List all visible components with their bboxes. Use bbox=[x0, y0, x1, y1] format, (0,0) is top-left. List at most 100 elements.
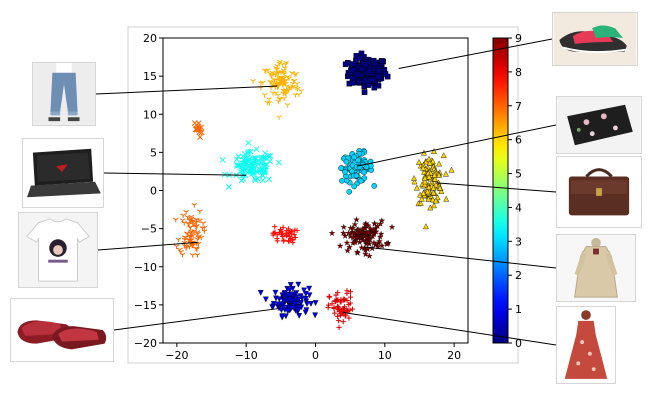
data-point bbox=[246, 156, 253, 163]
data-point bbox=[351, 239, 359, 246]
data-point bbox=[426, 159, 433, 166]
data-point bbox=[292, 234, 298, 241]
data-point bbox=[200, 221, 207, 226]
data-point bbox=[291, 305, 297, 312]
data-point bbox=[308, 301, 314, 307]
data-point bbox=[347, 294, 354, 300]
data-point bbox=[262, 150, 268, 157]
data-point bbox=[259, 172, 266, 179]
cluster-5 bbox=[250, 59, 305, 120]
data-point bbox=[274, 67, 280, 73]
data-point bbox=[284, 103, 291, 108]
data-point bbox=[270, 230, 276, 236]
data-point bbox=[287, 282, 294, 288]
data-point bbox=[266, 100, 273, 106]
laptop-picture bbox=[23, 139, 103, 207]
data-point bbox=[234, 161, 240, 168]
data-point bbox=[286, 231, 292, 237]
data-point bbox=[293, 85, 299, 91]
colorbar-tick-label: 5 bbox=[515, 168, 522, 181]
data-point bbox=[266, 97, 272, 102]
data-point bbox=[421, 181, 428, 188]
data-point bbox=[378, 242, 386, 249]
data-point bbox=[251, 156, 258, 163]
data-point bbox=[343, 239, 351, 246]
data-point bbox=[173, 244, 180, 249]
data-point bbox=[382, 71, 389, 77]
data-point bbox=[181, 244, 188, 249]
x-tick-label: 0 bbox=[312, 349, 319, 362]
data-point bbox=[285, 226, 291, 232]
data-point bbox=[424, 188, 431, 195]
y-tick-label: 20 bbox=[143, 32, 157, 45]
data-point bbox=[312, 300, 319, 307]
data-point bbox=[432, 181, 439, 188]
data-point bbox=[302, 296, 309, 302]
data-point bbox=[295, 306, 302, 313]
scatter-points bbox=[172, 50, 455, 330]
data-point bbox=[365, 228, 373, 236]
image-coat bbox=[556, 234, 636, 302]
t-shirt-picture bbox=[19, 213, 97, 287]
data-point bbox=[347, 289, 354, 295]
data-point bbox=[238, 177, 245, 184]
annotation-lines bbox=[95, 38, 557, 346]
data-point bbox=[383, 240, 391, 247]
data-point bbox=[295, 281, 302, 288]
data-point bbox=[269, 73, 275, 78]
image-jeans bbox=[32, 62, 96, 126]
data-point bbox=[193, 217, 200, 223]
data-point bbox=[181, 220, 188, 226]
data-point bbox=[354, 71, 361, 78]
data-point bbox=[370, 239, 378, 246]
leader-line-clutch-bag bbox=[356, 124, 557, 167]
data-point bbox=[366, 225, 374, 232]
data-point bbox=[194, 224, 200, 229]
image-dress bbox=[556, 306, 616, 384]
data-point bbox=[416, 158, 422, 165]
image-clutch-bag bbox=[556, 96, 642, 154]
data-point bbox=[346, 189, 353, 195]
data-point bbox=[426, 155, 432, 162]
data-point bbox=[371, 183, 378, 189]
data-point bbox=[275, 159, 282, 166]
data-point bbox=[235, 162, 242, 169]
cluster-0 bbox=[342, 50, 391, 95]
data-point bbox=[280, 82, 286, 88]
data-point bbox=[282, 313, 289, 320]
figure-panel bbox=[127, 26, 519, 364]
clutch-bag-picture bbox=[557, 97, 641, 153]
data-point bbox=[353, 248, 361, 255]
data-point bbox=[243, 155, 250, 162]
data-point bbox=[336, 318, 342, 324]
data-point bbox=[197, 209, 203, 214]
data-point bbox=[438, 188, 445, 194]
data-point bbox=[296, 313, 303, 319]
data-point bbox=[358, 244, 366, 251]
data-point bbox=[335, 290, 341, 296]
data-point bbox=[172, 217, 179, 223]
data-point bbox=[272, 224, 278, 230]
cluster-1 bbox=[257, 281, 319, 321]
data-point bbox=[377, 220, 384, 227]
data-point bbox=[265, 176, 272, 183]
data-point bbox=[342, 61, 349, 68]
data-point bbox=[366, 252, 373, 259]
data-point bbox=[421, 175, 428, 181]
colorbar-tick-label: 8 bbox=[515, 66, 522, 79]
data-point bbox=[250, 79, 256, 84]
data-point bbox=[288, 235, 294, 241]
x-tick-label: 20 bbox=[447, 349, 461, 362]
data-point bbox=[355, 157, 362, 164]
cluster-3 bbox=[219, 139, 282, 190]
data-point bbox=[175, 237, 182, 243]
data-point bbox=[351, 183, 357, 190]
data-point bbox=[288, 70, 295, 76]
data-point bbox=[353, 53, 360, 59]
data-point bbox=[336, 242, 344, 249]
data-point bbox=[270, 301, 277, 307]
data-point bbox=[294, 227, 300, 234]
data-point bbox=[277, 59, 283, 65]
data-point bbox=[197, 134, 204, 141]
